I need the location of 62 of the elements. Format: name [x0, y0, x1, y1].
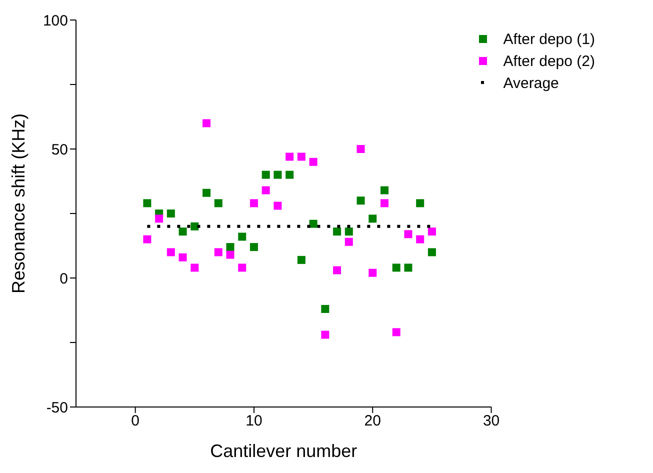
- point: [202, 188, 211, 197]
- point: [356, 196, 365, 205]
- legend-label: After depo (1): [503, 30, 595, 48]
- y-tick-label: 100: [42, 12, 68, 30]
- point: [262, 170, 270, 179]
- point: [333, 266, 342, 274]
- point: [404, 230, 412, 238]
- point: [321, 304, 330, 313]
- x-tick-label: 30: [482, 412, 500, 430]
- point: [202, 119, 211, 128]
- point: [214, 199, 222, 208]
- point: [190, 222, 199, 230]
- point: [368, 268, 377, 277]
- point: [226, 243, 234, 252]
- point: [321, 330, 330, 339]
- point: [416, 199, 424, 208]
- point: [380, 199, 388, 208]
- point: [297, 256, 306, 264]
- point: [392, 264, 400, 272]
- point: [344, 228, 353, 236]
- point: [250, 243, 258, 252]
- y-tick-label: 0: [60, 270, 68, 288]
- point: [178, 253, 187, 262]
- point: [333, 228, 342, 236]
- point: [404, 264, 412, 272]
- point: [297, 152, 306, 161]
- point: [226, 250, 234, 259]
- point: [286, 152, 294, 161]
- point: [416, 235, 424, 244]
- point: [356, 145, 365, 153]
- point: [178, 228, 187, 236]
- point: [262, 186, 270, 194]
- x-tick-label: 20: [364, 412, 381, 430]
- point: [190, 264, 199, 272]
- point: [166, 248, 175, 256]
- point: [274, 202, 282, 210]
- point: [143, 235, 152, 244]
- point: [428, 248, 436, 256]
- point: [368, 214, 377, 223]
- y-tick-label: -50: [46, 399, 68, 416]
- x-tick-label: 0: [131, 412, 140, 430]
- point: [380, 186, 388, 194]
- point: [250, 199, 258, 208]
- point: [286, 170, 294, 179]
- point: [143, 199, 152, 208]
- point: [344, 238, 353, 246]
- point: [214, 248, 222, 256]
- point: [238, 232, 246, 241]
- y-tick-label: 50: [51, 141, 68, 158]
- point: [238, 264, 246, 272]
- point: [309, 158, 318, 166]
- point: [155, 214, 164, 223]
- point: [428, 228, 436, 236]
- legend-label: After depo (2): [503, 52, 595, 70]
- y-axis-title: Resonance shift (KHz): [8, 113, 28, 294]
- point: [166, 210, 175, 218]
- legend-label: Average: [503, 74, 559, 92]
- point: [309, 220, 318, 228]
- point: [274, 170, 282, 179]
- point: [392, 328, 400, 336]
- x-axis-title: Cantilever number: [210, 441, 358, 461]
- x-tick-label: 10: [246, 412, 262, 430]
